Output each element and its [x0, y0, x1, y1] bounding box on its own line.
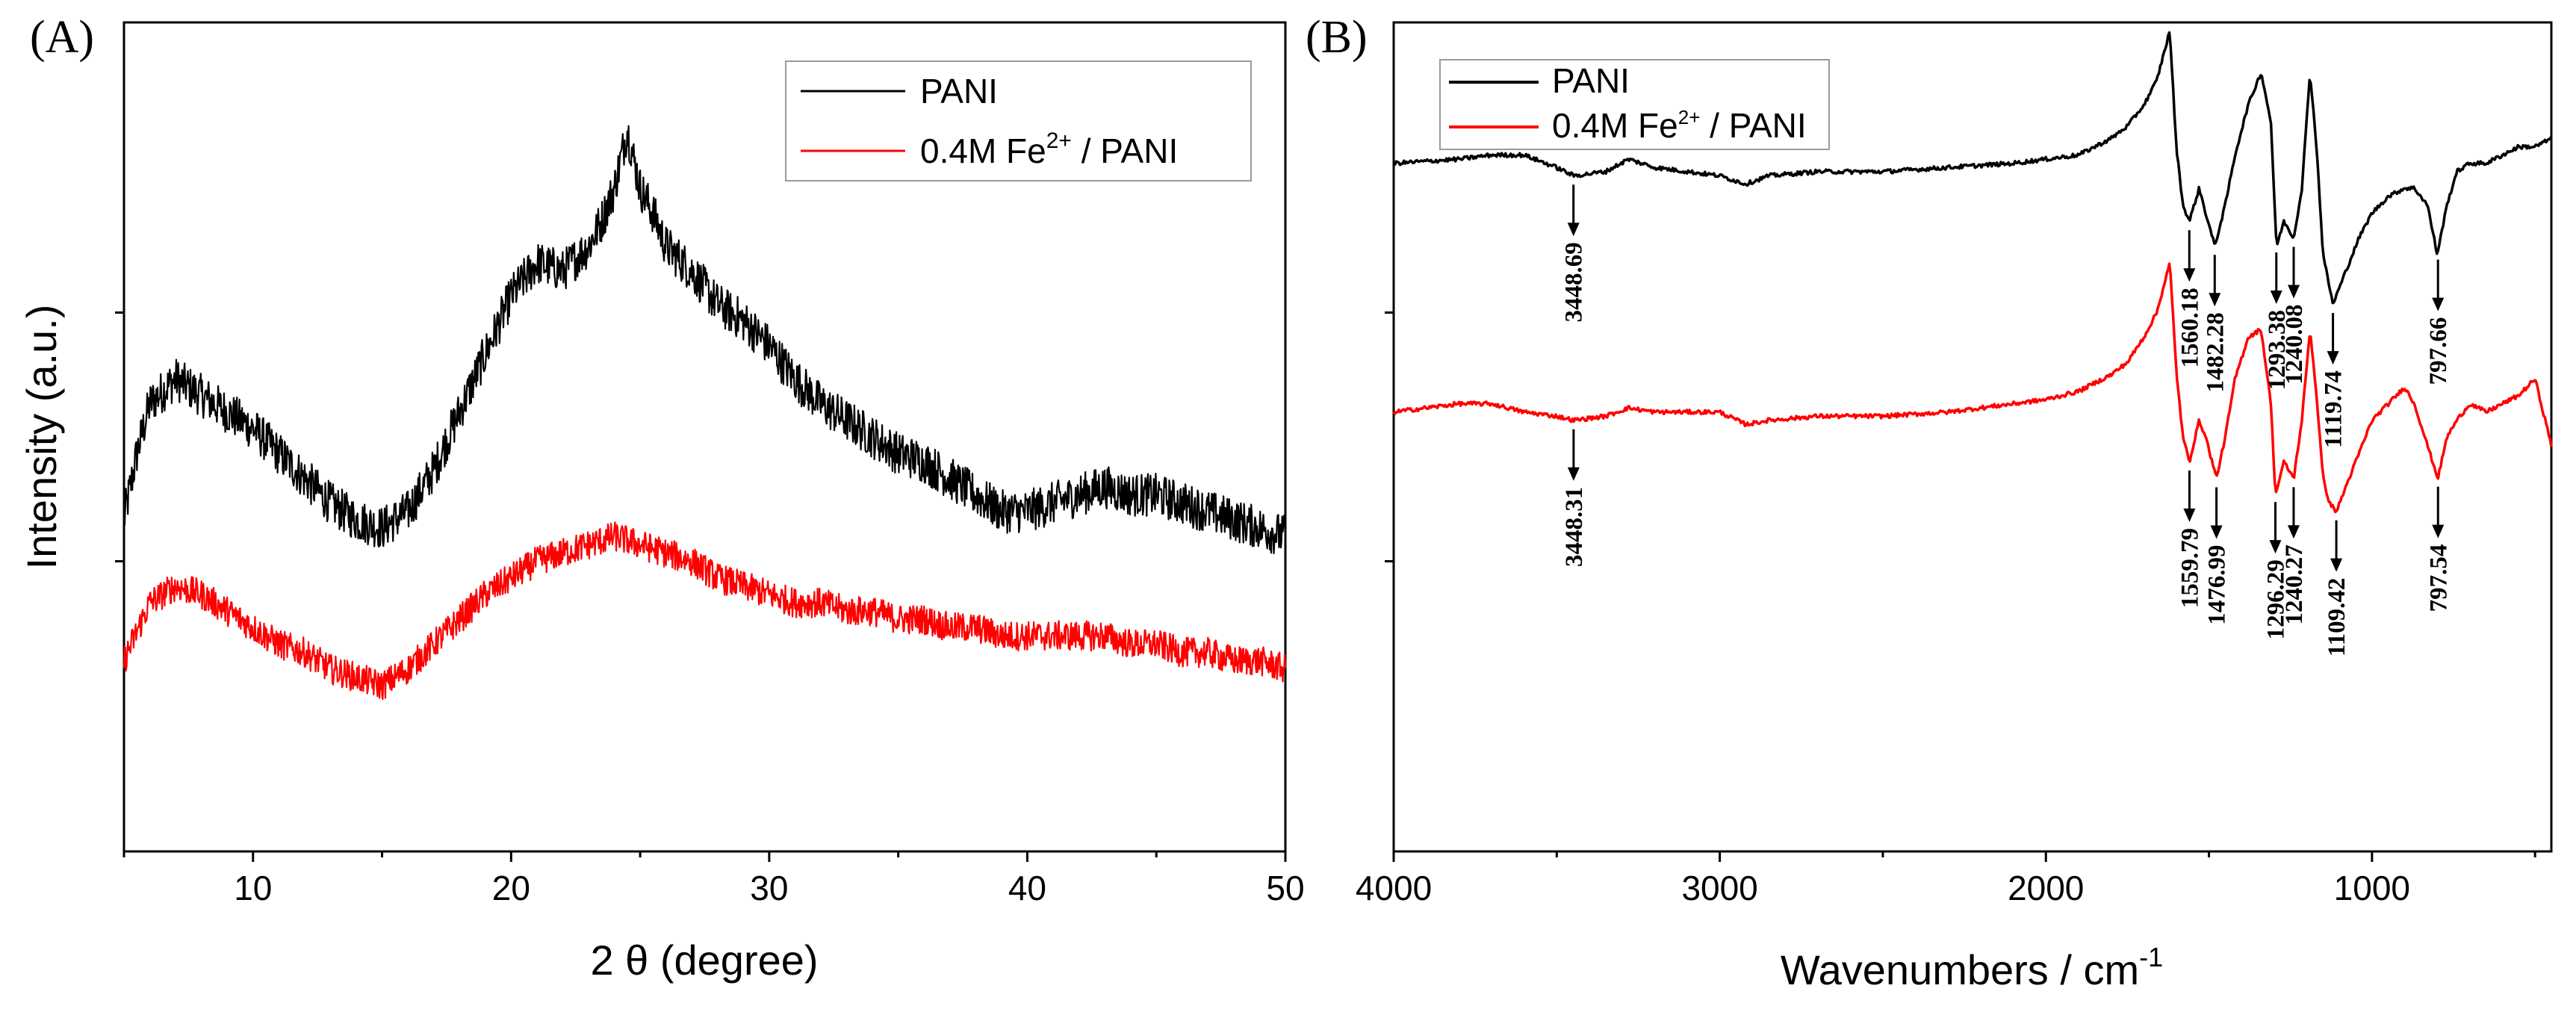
peak-label: 1560.18: [2176, 288, 2203, 367]
panel-b-x-ticks: 4000 3000 2000 1000: [1356, 311, 2536, 907]
ftir-series-line: [1392, 262, 2553, 514]
peak-label: 1119.74: [2321, 370, 2347, 448]
peak-label: 797.66: [2425, 317, 2452, 385]
peak-label: 3448.31: [1561, 487, 1588, 567]
panel-b-series: [1392, 31, 2553, 514]
peak-label: 1240.08: [2281, 305, 2308, 385]
panel-a-legend: PANI 0.4M Fe2+ / PANI: [785, 60, 1252, 181]
peak-arrow-head: [2269, 540, 2282, 554]
panel-a-y-axis-title: Intensity (a.u.): [18, 305, 65, 570]
panel-a-legend-label-pani: PANI: [920, 72, 998, 111]
panel-b-plot-frame: [1392, 21, 2553, 853]
ftir-series-line: [1392, 31, 2553, 305]
peak-arrow-head: [2183, 508, 2196, 522]
peak-arrow-head: [2327, 351, 2339, 365]
xrd-series-line: [122, 521, 1287, 701]
x-tick-label: 40: [1008, 869, 1046, 907]
peak-label: 1559.79: [2176, 528, 2203, 608]
panel-a-legend-label-fe: 0.4M Fe2+ / PANI: [920, 128, 1178, 170]
panel-a-x-ticks: 10 20 30 40 50: [115, 311, 1305, 907]
panel-b-legend-label-fe: 0.4M Fe2+ / PANI: [1552, 106, 1807, 145]
panel-a-plot-frame: [122, 21, 1287, 853]
panel-b-legend: PANI 0.4M Fe2+ / PANI: [1439, 59, 1830, 150]
peak-label: 3448.69: [1561, 242, 1588, 322]
peak-arrow-head: [2287, 525, 2300, 539]
x-tick-label: 20: [492, 869, 530, 907]
x-tick-label: 2000: [2008, 869, 2084, 907]
panel-a-xrd: (A) 10 20 30 40 50 2 θ (degree) Intensity (a…: [18, 12, 1305, 984]
panel-b-ftir: (B) 4000 3000 2000 1000 3448.69 1560.181482.…: [1306, 12, 2553, 993]
x-tick-label: 30: [750, 869, 788, 907]
peak-label: 1109.42: [2324, 578, 2350, 656]
x-tick-label: 10: [234, 869, 272, 907]
peak-label: 797.54: [2425, 544, 2452, 612]
peak-label: 1296.29: [2262, 559, 2289, 639]
panel-b-label: (B): [1306, 12, 1368, 63]
x-tick-label: 1000: [2334, 869, 2410, 907]
x-tick-label: 4000: [1356, 869, 1432, 907]
peak-arrow-head: [1567, 223, 1580, 237]
peak-arrow-head: [2183, 268, 2196, 282]
peak-label: 1482.28: [2202, 312, 2229, 392]
panel-b-legend-label-pani: PANI: [1552, 61, 1630, 100]
peak-arrow-head: [2210, 525, 2223, 539]
x-tick-label: 3000: [1681, 869, 1757, 907]
panel-a-label: (A): [30, 12, 94, 63]
panel-b-x-axis-title: Wavenumbers / cm-1: [1781, 942, 2163, 993]
panel-b-legend-box: [1439, 59, 1830, 150]
peak-arrow-head: [2330, 558, 2343, 572]
peak-arrow-head: [1567, 467, 1580, 481]
x-tick-label: 50: [1266, 869, 1304, 907]
peak-label: 1240.27: [2281, 544, 2308, 624]
peak-label: 1476.99: [2204, 544, 2231, 624]
peak-arrow-head: [2288, 285, 2300, 299]
panel-a-series: [122, 125, 1287, 701]
peak-arrow-head: [2432, 297, 2445, 311]
peak-arrow-head: [2432, 524, 2445, 538]
peak-arrow-head: [2209, 293, 2221, 307]
peak-arrow-head: [2270, 290, 2282, 304]
panel-a-x-axis-title: 2 θ (degree): [590, 937, 818, 984]
peak-label: 1293.38: [2264, 310, 2291, 390]
xrd-series-line: [122, 125, 1287, 554]
panel-a-legend-box: [785, 60, 1252, 181]
